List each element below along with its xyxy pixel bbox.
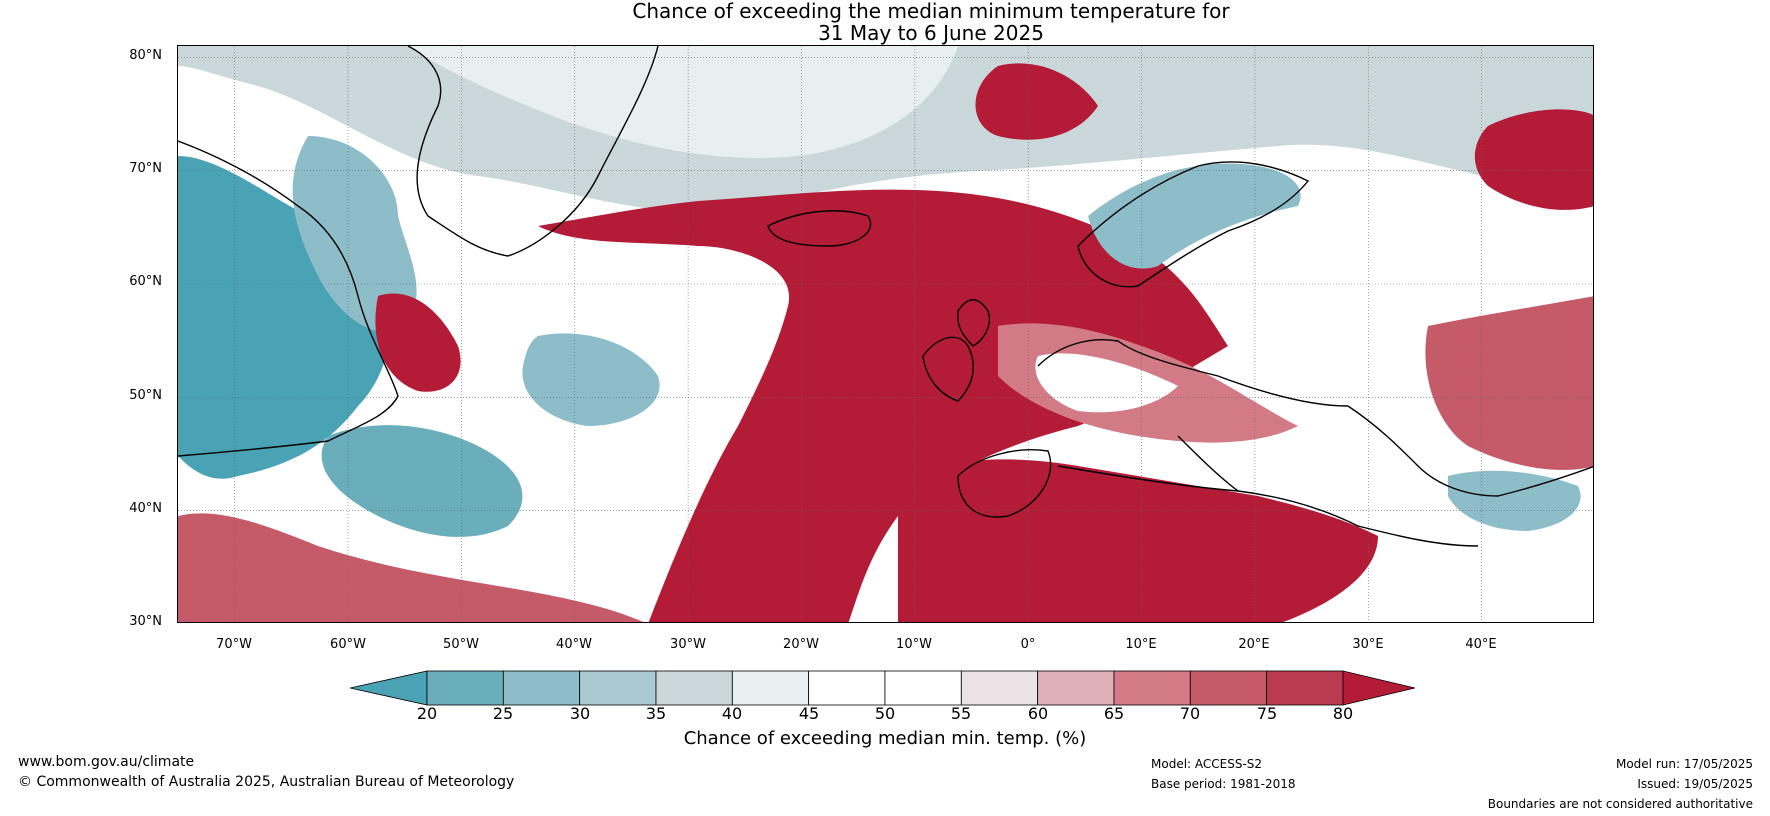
colorbar-tick-30: 30 [569, 704, 591, 723]
colorbar-tick-50: 50 [874, 704, 896, 723]
lat-label-30n: 30°N [129, 614, 162, 629]
colorbar-tick-20: 20 [416, 704, 438, 723]
lon-label-20e: 20°E [1238, 637, 1270, 652]
map-title: Chance of exceeding the median minimum t… [632, 0, 1230, 23]
colorbar-segment [808, 670, 886, 706]
lon-label-60w: 60°W [330, 637, 366, 652]
colorbar-segment [426, 670, 504, 706]
map-subtitle: 31 May to 6 June 2025 [818, 21, 1044, 45]
lat-label-50n: 50°N [129, 388, 162, 403]
colorbar-segment [1113, 670, 1191, 706]
colorbar [350, 670, 1416, 706]
region-labrador-sea-red [375, 293, 461, 392]
lat-label-80n: 80°N [129, 48, 162, 63]
lat-label-40n: 40°N [129, 501, 162, 516]
region-atlantic-red [538, 189, 1228, 622]
colorbar-extend-low [350, 670, 428, 706]
colorbar-segment [960, 670, 1039, 706]
colorbar-extend-high [1342, 670, 1416, 706]
forecast-map [177, 45, 1594, 623]
bom-climate-link[interactable]: www.bom.gov.au/climate [18, 754, 195, 770]
boundaries-disclaimer: Boundaries are not considered authoritat… [1487, 797, 1753, 811]
lon-label-10e: 10°E [1125, 637, 1157, 652]
colorbar-segment [1266, 670, 1344, 706]
region-barents-red [1474, 109, 1593, 210]
gridlines [178, 46, 1593, 622]
colorbar-segment [655, 670, 733, 706]
colorbar-segment [884, 670, 962, 706]
issued-date: Issued: 19/05/2025 [1637, 777, 1753, 791]
colorbar-tick-55: 55 [950, 704, 972, 723]
region-atlantic-blue [321, 425, 523, 537]
colorbar-tick-45: 45 [798, 704, 820, 723]
colorbar-segment [1037, 670, 1115, 706]
region-scandinavia-blue [1088, 163, 1301, 269]
lat-label-70n: 70°N [129, 161, 162, 176]
colorbar-tick-40: 40 [721, 704, 743, 723]
colorbar-tick-75: 75 [1256, 704, 1278, 723]
lon-label-30w: 30°W [670, 637, 706, 652]
lon-label-40e: 40°E [1465, 637, 1497, 652]
colorbar-segment [579, 670, 657, 706]
region-southwest-red [178, 513, 644, 622]
colorbar-tick-25: 25 [492, 704, 514, 723]
colorbar-tick-65: 65 [1103, 704, 1125, 723]
lon-label-40w: 40°W [556, 637, 592, 652]
region-east-red [1425, 296, 1593, 470]
region-mediterranean-red [898, 459, 1378, 622]
region-canada-blue-light [292, 136, 417, 333]
region-arctic-light [408, 46, 958, 158]
lon-label-10w: 10°W [896, 637, 932, 652]
region-turkey-blue [1448, 470, 1581, 531]
model-run-date: Model run: 17/05/2025 [1615, 757, 1753, 771]
base-period: Base period: 1981-2018 [1151, 777, 1296, 791]
colorbar-tick-80: 80 [1332, 704, 1354, 723]
lon-label-20w: 20°W [783, 637, 819, 652]
colorbar-label: Chance of exceeding median min. temp. (%… [683, 728, 1087, 749]
region-atlantic-blue-2 [522, 333, 660, 426]
colorbar-segment [731, 670, 810, 706]
colorbar-segment [502, 670, 581, 706]
lon-label-50w: 50°W [443, 637, 479, 652]
model-name: Model: ACCESS-S2 [1151, 757, 1263, 771]
colorbar-tick-70: 70 [1179, 704, 1201, 723]
colorbar-segment [1189, 670, 1268, 706]
colorbar-tick-35: 35 [645, 704, 667, 723]
coastlines [178, 46, 1593, 547]
copyright-text: © Commonwealth of Australia 2025, Austra… [18, 774, 515, 790]
lon-label-70w: 70°W [216, 637, 252, 652]
region-svalbard-red [975, 63, 1098, 140]
map-canvas [178, 46, 1593, 622]
region-north-sea-white [1035, 353, 1178, 413]
lat-label-60n: 60°N [129, 274, 162, 289]
lon-label-30e: 30°E [1352, 637, 1384, 652]
colorbar-tick-60: 60 [1027, 704, 1049, 723]
lon-label-0: 0° [1020, 637, 1036, 652]
